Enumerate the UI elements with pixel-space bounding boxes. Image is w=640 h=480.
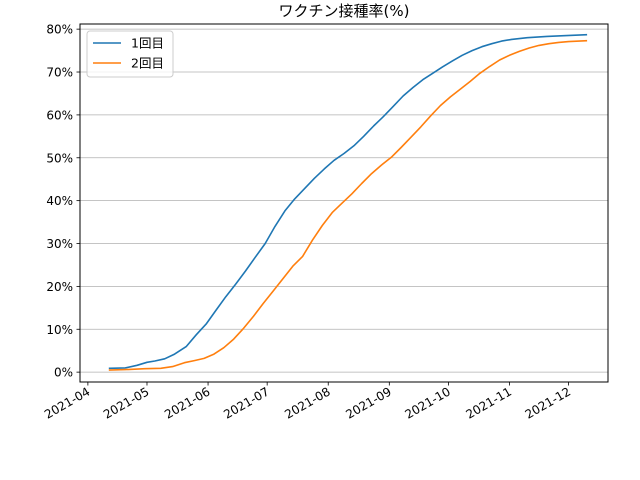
- y-tick-label: 50%: [46, 151, 73, 165]
- y-tick-label: 70%: [46, 66, 73, 80]
- y-tick-label: 60%: [46, 108, 73, 122]
- x-tick-label: 2021-12: [523, 384, 573, 421]
- y-axis: 0% 10% 20% 30% 40% 50% 60% 70% 80%: [46, 23, 80, 380]
- x-axis: 2021-04 2021-05 2021-06 2021-07 2021-08 2021-…: [42, 382, 573, 422]
- legend-label-series-1: 1回目: [131, 36, 164, 51]
- legend-label-series-2: 2回目: [131, 56, 164, 71]
- x-tick-label: 2021-07: [221, 384, 271, 421]
- series-lines: [108, 33, 588, 371]
- plot-frame: [79, 23, 609, 383]
- series-line-2: [108, 39, 588, 371]
- y-tick-label: 20%: [46, 280, 73, 294]
- x-tick-label: 2021-06: [162, 384, 212, 421]
- x-tick-label: 2021-09: [343, 384, 393, 421]
- x-tick-label: 2021-11: [464, 384, 514, 421]
- y-tick-label: 10%: [46, 323, 73, 337]
- y-tick-label: 30%: [46, 237, 73, 251]
- x-tick-label: 2021-10: [402, 384, 452, 421]
- x-tick-label: 2021-05: [101, 384, 151, 421]
- x-tick-label: 2021-08: [282, 384, 332, 421]
- legend: 1回目 2回目: [86, 30, 174, 78]
- y-tick-label: 40%: [46, 194, 73, 208]
- y-tick-label: 0%: [54, 366, 73, 380]
- series-line-1: [108, 33, 588, 370]
- y-tick-label: 80%: [46, 23, 73, 37]
- chart-title: ワクチン接種率(%): [279, 2, 410, 20]
- x-tick-label: 2021-04: [42, 384, 92, 421]
